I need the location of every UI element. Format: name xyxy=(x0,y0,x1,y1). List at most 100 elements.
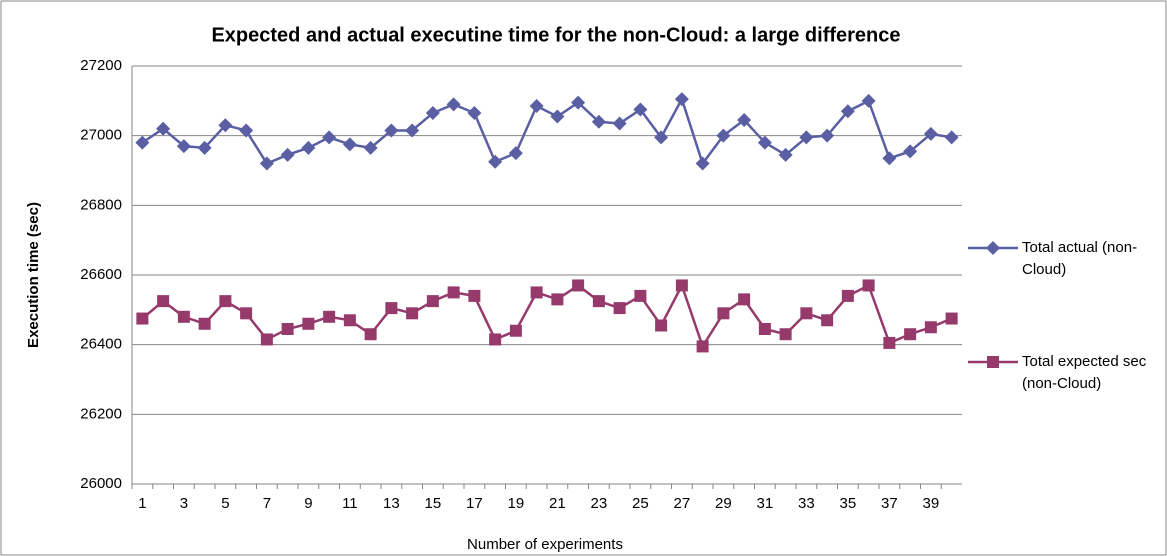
point xyxy=(508,146,523,161)
point xyxy=(135,135,150,150)
point xyxy=(259,156,274,171)
point xyxy=(551,293,564,306)
point xyxy=(675,279,688,292)
point xyxy=(758,322,771,335)
series-line xyxy=(141,282,953,350)
point xyxy=(177,310,190,323)
point xyxy=(861,93,876,108)
point xyxy=(779,328,792,341)
point xyxy=(157,295,170,308)
point xyxy=(654,130,669,145)
point xyxy=(924,321,937,334)
point xyxy=(240,307,253,320)
point xyxy=(384,123,399,138)
point xyxy=(136,312,149,325)
point xyxy=(882,151,897,166)
x-tick-label: 1 xyxy=(138,495,146,512)
x-tick-label: 15 xyxy=(425,495,442,512)
point xyxy=(260,333,273,346)
point xyxy=(923,126,938,141)
point xyxy=(176,139,191,154)
legend-marker xyxy=(987,356,999,368)
point xyxy=(696,340,709,353)
chart-title: Expected and actual executine time for t… xyxy=(211,24,900,46)
series-line xyxy=(141,95,952,167)
point xyxy=(467,106,482,121)
point xyxy=(281,322,294,335)
point xyxy=(821,314,834,327)
x-tick-label: 25 xyxy=(632,495,649,512)
y-tick-label: 26800 xyxy=(80,196,122,213)
point xyxy=(509,324,522,337)
point xyxy=(944,130,959,145)
x-tick-label: 23 xyxy=(591,495,608,512)
point xyxy=(757,135,772,150)
point xyxy=(862,279,875,292)
point xyxy=(156,121,171,136)
point xyxy=(716,128,731,143)
point xyxy=(695,156,710,171)
point xyxy=(945,312,958,325)
point xyxy=(737,112,752,127)
point xyxy=(550,109,565,124)
point xyxy=(468,289,481,302)
x-tick-label: 19 xyxy=(508,495,525,512)
x-tick-label: 21 xyxy=(549,495,566,512)
point xyxy=(613,302,626,315)
legend-label: Total expected sec (non-Cloud) xyxy=(1022,353,1147,392)
point xyxy=(840,104,855,119)
x-tick-label: 11 xyxy=(342,495,358,512)
point xyxy=(530,286,543,299)
point xyxy=(904,328,917,341)
point xyxy=(426,295,439,308)
point xyxy=(488,154,503,169)
x-tick-label: 9 xyxy=(304,495,312,512)
x-tick-label: 3 xyxy=(180,495,188,512)
point xyxy=(363,140,378,155)
point xyxy=(447,286,460,299)
point xyxy=(239,123,254,138)
y-tick-label: 26400 xyxy=(80,336,122,353)
point xyxy=(717,307,730,320)
point xyxy=(385,302,398,315)
point xyxy=(197,140,212,155)
x-tick-label: 7 xyxy=(263,495,271,512)
x-axis-label: Number of experiments xyxy=(467,536,623,553)
point xyxy=(280,147,295,162)
point xyxy=(674,92,689,107)
point xyxy=(738,293,751,306)
point xyxy=(841,289,854,302)
legend-label: Total actual (non-Cloud) xyxy=(1022,239,1138,278)
x-tick-label: 37 xyxy=(881,495,898,512)
y-tick-label: 26000 xyxy=(80,475,122,492)
point xyxy=(489,333,502,346)
point xyxy=(425,106,440,121)
point xyxy=(572,279,585,292)
point xyxy=(302,317,315,330)
y-tick-label: 26600 xyxy=(80,266,122,283)
point xyxy=(364,328,377,341)
point xyxy=(529,99,544,114)
point xyxy=(883,336,896,349)
x-tick-label: 5 xyxy=(221,495,229,512)
point xyxy=(592,295,605,308)
point xyxy=(405,123,420,138)
point xyxy=(903,144,918,159)
point xyxy=(323,310,336,323)
y-tick-label: 27200 xyxy=(80,57,122,74)
point xyxy=(198,317,211,330)
point xyxy=(343,314,356,327)
point xyxy=(591,114,606,129)
x-tick-label: 29 xyxy=(715,495,732,512)
point xyxy=(571,95,586,110)
point xyxy=(800,307,813,320)
x-tick-label: 17 xyxy=(466,495,483,512)
point xyxy=(633,102,648,117)
point xyxy=(655,319,668,332)
point xyxy=(820,128,835,143)
point xyxy=(218,118,233,133)
point xyxy=(778,147,793,162)
